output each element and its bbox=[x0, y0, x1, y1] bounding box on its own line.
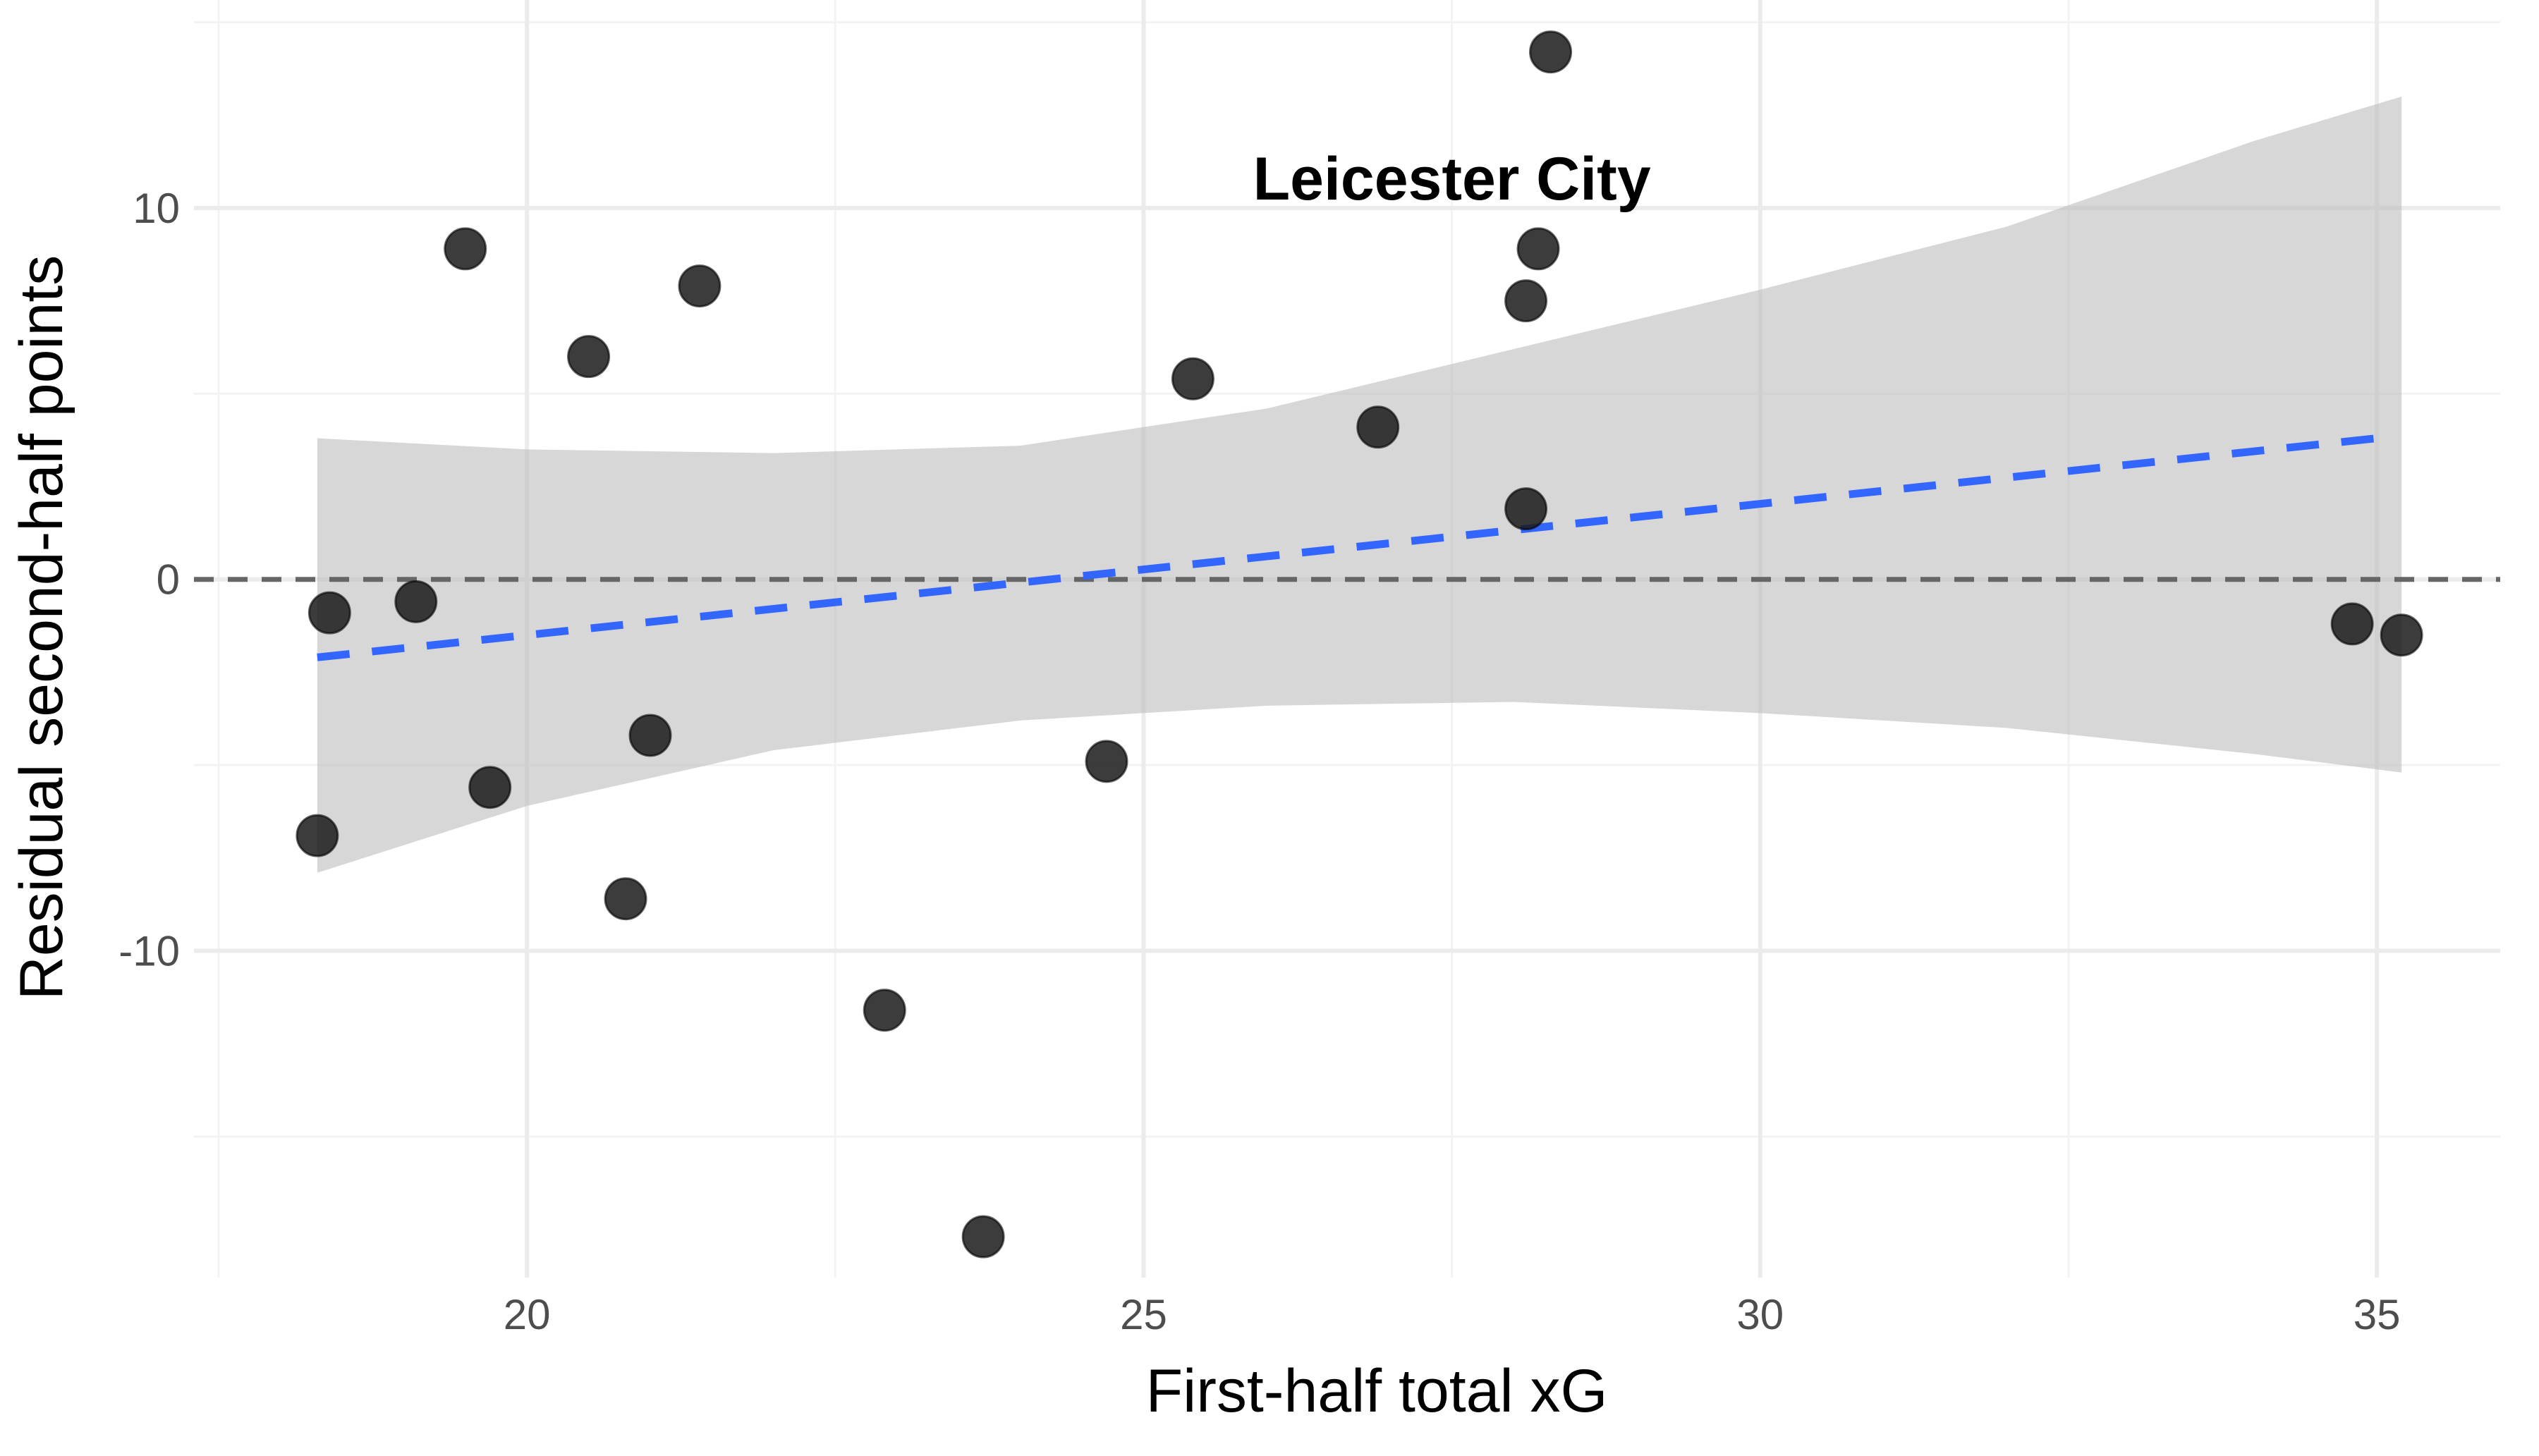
points-layer bbox=[296, 30, 2423, 1259]
y-tick-label: -10 bbox=[118, 927, 180, 974]
data-point bbox=[2330, 602, 2374, 646]
point-annotation: Leicester City bbox=[1253, 145, 1651, 213]
y-axis-title: Residual second-half points bbox=[8, 255, 75, 1001]
x-tick-label: 20 bbox=[504, 1291, 551, 1338]
data-point bbox=[2380, 613, 2423, 657]
confidence-band-layer bbox=[317, 96, 2402, 873]
data-point bbox=[296, 814, 339, 857]
y-tick-label: 10 bbox=[133, 185, 180, 232]
data-point bbox=[1504, 279, 1548, 323]
x-axis-title: First-half total xG bbox=[1146, 1357, 1608, 1425]
x-tick-label: 35 bbox=[2354, 1291, 2401, 1338]
data-point bbox=[394, 580, 438, 623]
data-point bbox=[1171, 357, 1214, 400]
data-point bbox=[444, 227, 487, 271]
tick-labels-layer: 20 25 30 35 -10 0 10 bbox=[118, 185, 2400, 1338]
data-point bbox=[961, 1215, 1005, 1259]
data-point bbox=[1504, 487, 1548, 531]
trend-line-layer bbox=[317, 434, 2377, 661]
x-tick-label: 30 bbox=[1736, 1291, 1784, 1338]
data-point bbox=[1516, 227, 1560, 271]
data-point bbox=[468, 766, 512, 809]
data-point bbox=[1085, 740, 1128, 783]
data-point bbox=[604, 877, 647, 921]
x-tick-label: 25 bbox=[1120, 1291, 1167, 1338]
data-point bbox=[628, 714, 672, 757]
trend-line bbox=[317, 434, 2377, 661]
y-tick-label: 0 bbox=[157, 556, 180, 604]
confidence-band bbox=[317, 96, 2402, 873]
data-point bbox=[1356, 405, 1400, 449]
data-point bbox=[567, 335, 611, 379]
data-point bbox=[308, 591, 351, 635]
data-point bbox=[1529, 30, 1573, 74]
data-point bbox=[863, 989, 906, 1032]
data-point bbox=[678, 264, 721, 308]
annotation-layer: Leicester City bbox=[1253, 145, 1651, 213]
